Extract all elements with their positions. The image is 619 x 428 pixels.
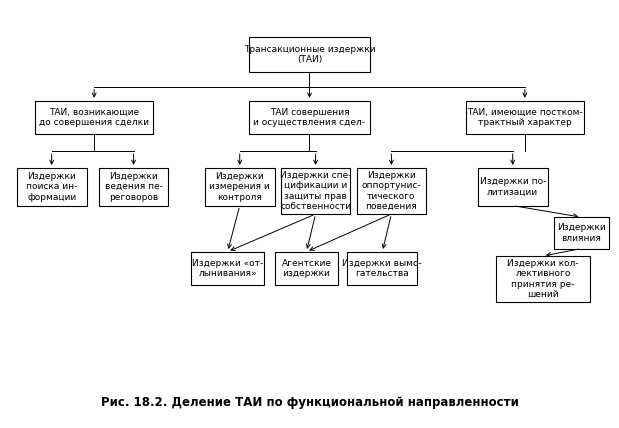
FancyBboxPatch shape [35,101,154,134]
FancyBboxPatch shape [249,101,370,134]
Text: Издержки
измерения и
контроля: Издержки измерения и контроля [209,172,270,202]
Text: Издержки по-
литизации: Издержки по- литизации [480,177,546,196]
Text: ТАИ, имеющие постком-
трактный характер: ТАИ, имеющие постком- трактный характер [467,108,582,127]
Text: ТАИ совершения
и осуществления сдел-: ТАИ совершения и осуществления сдел- [254,108,365,127]
Text: Издержки «от-
лынивания»: Издержки «от- лынивания» [192,259,263,278]
FancyBboxPatch shape [496,256,590,302]
FancyBboxPatch shape [465,101,584,134]
Text: Рис. 18.2. Деление ТАИ по функциональной направленности: Рис. 18.2. Деление ТАИ по функциональной… [100,396,519,409]
FancyBboxPatch shape [554,217,608,249]
Text: Агентские
издержки: Агентские издержки [282,259,331,278]
FancyBboxPatch shape [191,252,264,285]
Text: Издержки вымо-
гательства: Издержки вымо- гательства [342,259,422,278]
Text: Издержки
поиска ин-
формации: Издержки поиска ин- формации [26,172,77,202]
FancyBboxPatch shape [347,252,417,285]
Text: Издержки
оппортунис-
тического
поведения: Издержки оппортунис- тического поведения [361,171,421,211]
Text: Издержки
ведения пе-
реговоров: Издержки ведения пе- реговоров [105,172,163,202]
FancyBboxPatch shape [17,168,87,205]
FancyBboxPatch shape [98,168,168,205]
FancyBboxPatch shape [280,168,350,214]
Text: ТАИ, возникающие
до совершения сделки: ТАИ, возникающие до совершения сделки [39,108,149,127]
FancyBboxPatch shape [357,168,426,214]
FancyBboxPatch shape [249,37,370,72]
FancyBboxPatch shape [275,252,339,285]
Text: Трансакционные издержки
(ТАИ): Трансакционные издержки (ТАИ) [244,45,375,64]
FancyBboxPatch shape [478,168,548,205]
Text: Издержки спе-
цификации и
защиты прав
собственности: Издержки спе- цификации и защиты прав со… [280,171,352,211]
Text: Издержки кол-
лективного
принятия ре-
шений: Издержки кол- лективного принятия ре- ше… [507,259,579,299]
Text: Издержки
влияния: Издержки влияния [557,223,605,243]
FancyBboxPatch shape [205,168,275,205]
